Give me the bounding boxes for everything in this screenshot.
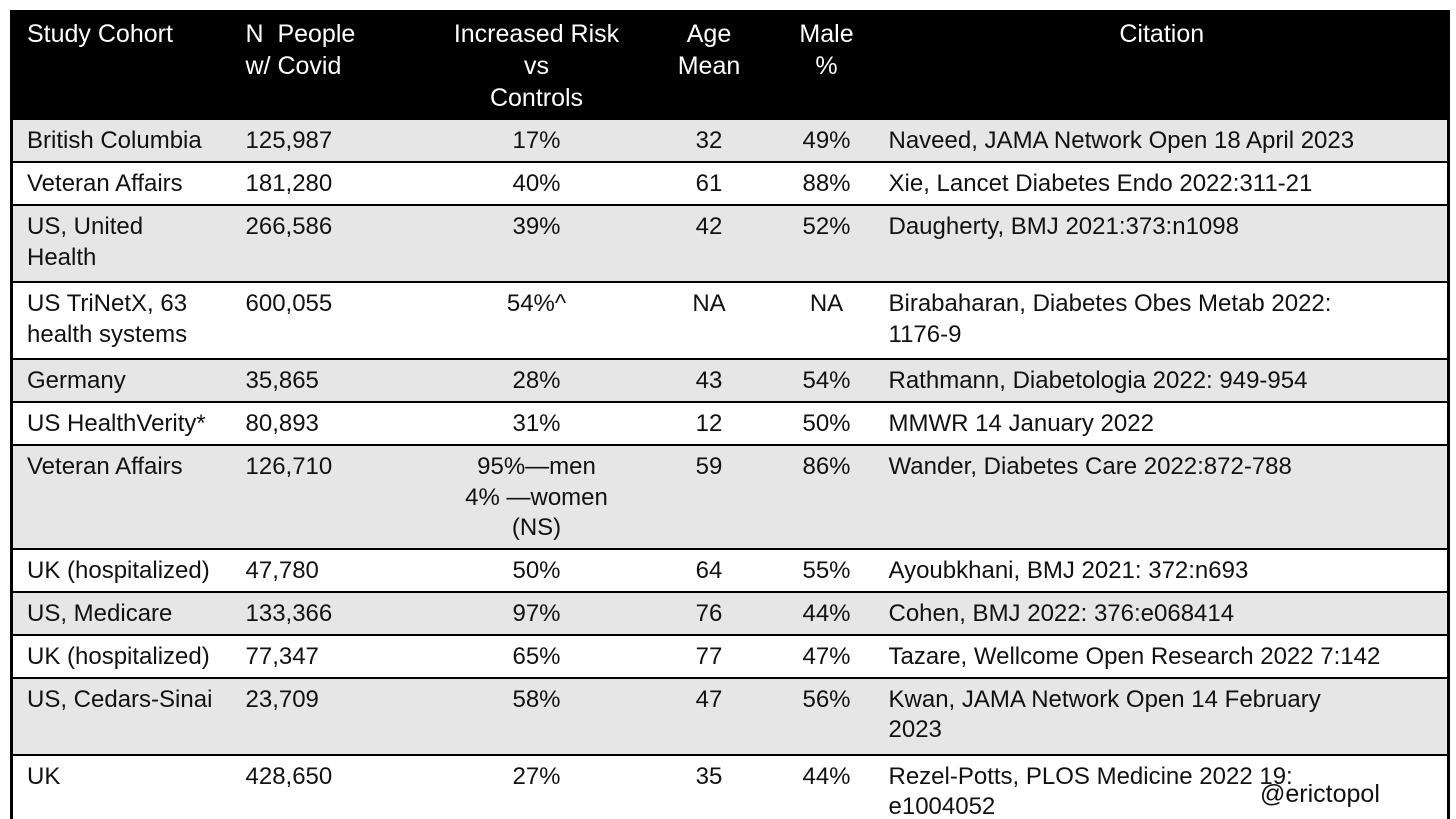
table-row: Veteran Affairs 181,280 40% 61 88% Xie, … xyxy=(11,161,1449,206)
cell-age-mean: 64 xyxy=(641,547,777,592)
cell-n-people: 428,650 xyxy=(236,753,432,819)
cell-risk: 65% xyxy=(431,633,642,678)
cell-male-pct: NA xyxy=(776,281,877,360)
cell-age-mean: 61 xyxy=(641,161,777,206)
cell-n-people: 47,780 xyxy=(236,547,432,592)
cell-age-mean: NA xyxy=(641,281,777,360)
cell-risk: 28% xyxy=(431,358,642,403)
column-header-male-pct: Male % xyxy=(776,11,877,120)
table-row: US HealthVerity* 80,893 31% 12 50% MMWR … xyxy=(11,401,1449,446)
cell-male-pct: 44% xyxy=(776,590,877,635)
cell-citation: Xie, Lancet Diabetes Endo 2022:311-21 xyxy=(876,161,1449,206)
cell-cohort: UK (hospitalized) xyxy=(11,633,237,678)
cell-risk: 40% xyxy=(431,161,642,206)
cell-male-pct: 44% xyxy=(776,753,877,819)
table-row: US, United Health 266,586 39% 42 52% Dau… xyxy=(11,204,1449,283)
cell-n-people: 77,347 xyxy=(236,633,432,678)
cell-cohort: UK xyxy=(11,753,237,819)
cell-risk: 27% xyxy=(431,753,642,819)
cell-risk: 39% xyxy=(431,204,642,283)
cell-citation: Rezel-Potts, PLOS Medicine 2022 19: e100… xyxy=(876,753,1449,819)
cell-age-mean: 42 xyxy=(641,204,777,283)
cell-n-people: 600,055 xyxy=(236,281,432,360)
cell-age-mean: 35 xyxy=(641,753,777,819)
cell-risk: 97% xyxy=(431,590,642,635)
cell-age-mean: 59 xyxy=(641,444,777,549)
table-header: Study Cohort N People w/ Covid Increased… xyxy=(11,11,1449,120)
cell-male-pct: 47% xyxy=(776,633,877,678)
cell-risk: 95%—men 4% —women (NS) xyxy=(431,444,642,549)
cell-male-pct: 55% xyxy=(776,547,877,592)
cell-male-pct: 52% xyxy=(776,204,877,283)
column-header-citation: Citation xyxy=(876,11,1449,120)
cell-male-pct: 88% xyxy=(776,161,877,206)
footnotes: *Type 1 and 2 diabetes not partitioned i… xyxy=(78,780,867,819)
cell-age-mean: 43 xyxy=(641,358,777,403)
table-row: US, Medicare 133,366 97% 76 44% Cohen, B… xyxy=(11,590,1449,635)
cell-n-people: 35,865 xyxy=(236,358,432,403)
cell-n-people: 126,710 xyxy=(236,444,432,549)
cell-male-pct: 56% xyxy=(776,676,877,755)
table-body: British Columbia 125,987 17% 32 49% Nave… xyxy=(11,118,1449,819)
column-header-age-mean: Age Mean xyxy=(641,11,777,120)
cell-cohort: US HealthVerity* xyxy=(11,401,237,446)
cell-cohort: US TriNetX, 63 health systems xyxy=(11,281,237,360)
cell-cohort: Veteran Affairs xyxy=(11,444,237,549)
cell-age-mean: 32 xyxy=(641,118,777,163)
cell-citation: Tazare, Wellcome Open Research 2022 7:14… xyxy=(876,633,1449,678)
header-row: Study Cohort N People w/ Covid Increased… xyxy=(11,11,1449,120)
cell-risk: 50% xyxy=(431,547,642,592)
cell-male-pct: 49% xyxy=(776,118,877,163)
cell-age-mean: 12 xyxy=(641,401,777,446)
cell-n-people: 133,366 xyxy=(236,590,432,635)
cell-risk: 58% xyxy=(431,676,642,755)
cell-n-people: 80,893 xyxy=(236,401,432,446)
cell-age-mean: 77 xyxy=(641,633,777,678)
cell-cohort: US, Medicare xyxy=(11,590,237,635)
table-row: British Columbia 125,987 17% 32 49% Nave… xyxy=(11,118,1449,163)
column-header-study-cohort: Study Cohort xyxy=(11,11,237,120)
studies-table: Study Cohort N People w/ Covid Increased… xyxy=(10,10,1450,819)
cell-cohort: US, Cedars-Sinai xyxy=(11,676,237,755)
column-header-n-people: N People w/ Covid xyxy=(236,11,432,120)
cell-n-people: 266,586 xyxy=(236,204,432,283)
cell-cohort: US, United Health xyxy=(11,204,237,283)
table-row: US TriNetX, 63 health systems 600,055 54… xyxy=(11,281,1449,360)
cell-citation: MMWR 14 January 2022 xyxy=(876,401,1449,446)
cell-citation: Kwan, JAMA Network Open 14 February 2023 xyxy=(876,676,1449,755)
cell-male-pct: 50% xyxy=(776,401,877,446)
cell-n-people: 23,709 xyxy=(236,676,432,755)
cell-risk: 17% xyxy=(431,118,642,163)
cell-citation: Birabaharan, Diabetes Obes Metab 2022: 1… xyxy=(876,281,1449,360)
cell-citation: Daugherty, BMJ 2021:373:n1098 xyxy=(876,204,1449,283)
cell-cohort: Germany xyxy=(11,358,237,403)
cell-age-mean: 76 xyxy=(641,590,777,635)
table-row: UK (hospitalized) 47,780 50% 64 55% Ayou… xyxy=(11,547,1449,592)
cell-citation: Naveed, JAMA Network Open 18 April 2023 xyxy=(876,118,1449,163)
cell-male-pct: 86% xyxy=(776,444,877,549)
cell-cohort: Veteran Affairs xyxy=(11,161,237,206)
cell-citation: Cohen, BMJ 2022: 376:e068414 xyxy=(876,590,1449,635)
table-row: UK (hospitalized) 77,347 65% 77 47% Taza… xyxy=(11,633,1449,678)
cell-age-mean: 47 xyxy=(641,676,777,755)
cell-cohort: British Columbia xyxy=(11,118,237,163)
table-row: US, Cedars-Sinai 23,709 58% 47 56% Kwan,… xyxy=(11,676,1449,755)
cell-risk: 31% xyxy=(431,401,642,446)
table-row: UK 428,650 27% 35 44% Rezel-Potts, PLOS … xyxy=(11,753,1449,819)
cell-citation: Rathmann, Diabetologia 2022: 949-954 xyxy=(876,358,1449,403)
cell-risk: 54%^ xyxy=(431,281,642,360)
cell-citation: Wander, Diabetes Care 2022:872-788 xyxy=(876,444,1449,549)
table-row: Germany 35,865 28% 43 54% Rathmann, Diab… xyxy=(11,358,1449,403)
cell-citation: Ayoubkhani, BMJ 2021: 372:n693 xyxy=(876,547,1449,592)
table-row: Veteran Affairs 126,710 95%—men 4% —wome… xyxy=(11,444,1449,549)
cell-cohort: UK (hospitalized) xyxy=(11,547,237,592)
cell-n-people: 181,280 xyxy=(236,161,432,206)
attribution-handle: @erictopol xyxy=(1260,780,1380,808)
cell-n-people: 125,987 xyxy=(236,118,432,163)
cell-male-pct: 54% xyxy=(776,358,877,403)
column-header-increased-risk: Increased Risk vs Controls xyxy=(431,11,642,120)
